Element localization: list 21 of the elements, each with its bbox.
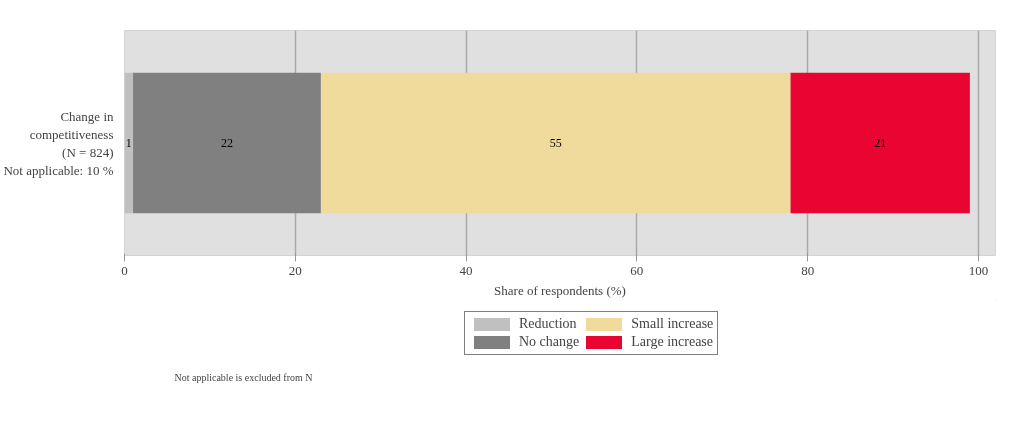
data-label: 22 <box>220 136 233 150</box>
bar <box>124 72 134 214</box>
y-tick-label: Change in competitiveness (N = 824) Not applicable: 10 % <box>3 108 114 178</box>
x-tick-label: 60 <box>630 262 644 278</box>
x-tick-label: 20 <box>288 262 302 278</box>
bar <box>133 72 321 214</box>
data-label: 1 <box>125 136 132 150</box>
x-tick-label: 100 <box>968 262 989 278</box>
data-label: 55 <box>549 136 562 150</box>
x-tick-label: 80 <box>801 262 815 278</box>
bar <box>320 72 791 214</box>
legend-label: Large increase <box>631 334 714 350</box>
data-label: 21 <box>874 136 887 150</box>
legend-label: Small increase <box>631 316 714 332</box>
legend-label: Reduction <box>519 316 577 332</box>
x-tick-label: 40 <box>459 262 473 278</box>
legend-label: No change <box>519 334 580 350</box>
bar <box>790 72 970 214</box>
x-tick-label: 0 <box>121 262 128 278</box>
text: Not applicable is excluded from N <box>174 371 313 383</box>
x-axis-title: Share of respondents (%) <box>494 282 626 298</box>
